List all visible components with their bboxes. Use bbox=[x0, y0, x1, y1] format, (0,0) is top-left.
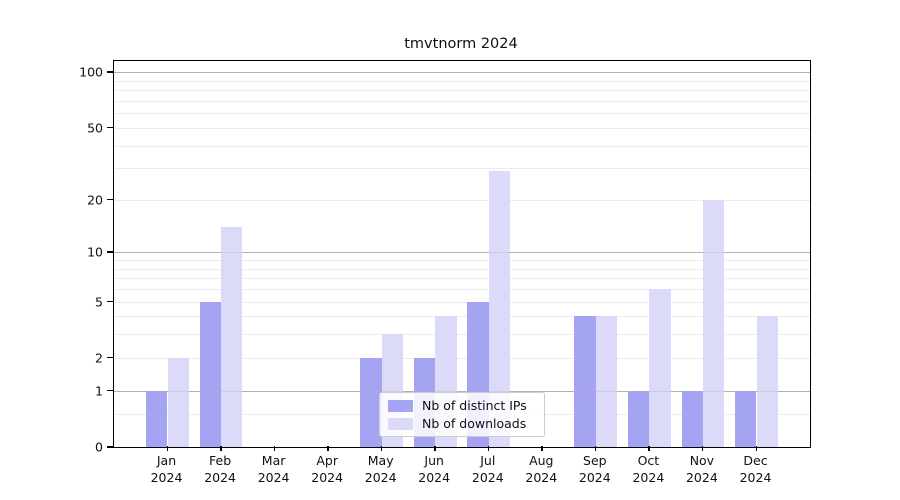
y-tick-label-5: 5 bbox=[95, 294, 103, 309]
x-tick-feb bbox=[220, 446, 222, 451]
x-tick-may bbox=[380, 446, 383, 451]
x-tick-label-jun: Jun 2024 bbox=[418, 453, 451, 485]
x-tick-jan bbox=[166, 446, 169, 451]
x-tick-nov bbox=[701, 446, 704, 451]
y-tick-label-10: 10 bbox=[87, 244, 103, 260]
gridline-6 bbox=[114, 289, 810, 290]
gridline-100 bbox=[114, 72, 810, 74]
y-tick-label-0: 0 bbox=[95, 439, 103, 455]
y-tick-2 bbox=[107, 356, 113, 359]
chart-title: tmvtnorm 2024 bbox=[404, 36, 518, 52]
bar-dec-distinct-ips bbox=[735, 390, 757, 447]
y-tick-label-20: 20 bbox=[87, 192, 103, 208]
gridline-80 bbox=[114, 90, 810, 92]
y-tick-20 bbox=[107, 198, 113, 201]
legend-swatch-icon bbox=[388, 399, 413, 412]
gridline-9 bbox=[114, 260, 810, 261]
bar-dec-downloads bbox=[756, 316, 778, 447]
gridline-90 bbox=[114, 80, 810, 82]
bar-jul-downloads bbox=[488, 170, 511, 447]
gridline-70 bbox=[114, 100, 810, 102]
y-tick-100 bbox=[107, 71, 113, 73]
x-tick-label-may: May 2024 bbox=[364, 453, 397, 485]
bar-sep-distinct-ips bbox=[574, 316, 596, 447]
x-tick-jul bbox=[487, 446, 490, 451]
x-tick-mar bbox=[273, 446, 276, 451]
bar-sep-downloads bbox=[595, 316, 618, 447]
gridline-10 bbox=[114, 252, 810, 254]
bar-oct-distinct-ips bbox=[628, 390, 650, 447]
bar-nov-distinct-ips bbox=[681, 390, 703, 447]
gridline-10 bbox=[114, 252, 810, 254]
gridline-8 bbox=[114, 268, 810, 270]
y-tick-label-2: 2 bbox=[95, 350, 103, 366]
x-tick-label-dec: Dec 2024 bbox=[739, 453, 772, 485]
gridline-4 bbox=[114, 316, 810, 318]
x-tick-label-apr: Apr 2024 bbox=[311, 453, 344, 485]
gridline-3 bbox=[114, 334, 810, 336]
x-tick-label-sep: Sep 2024 bbox=[578, 453, 611, 485]
y-tick-label-1: 1 bbox=[95, 383, 103, 399]
x-tick-label-nov: Nov 2024 bbox=[685, 453, 718, 485]
y-tick-5 bbox=[107, 300, 113, 303]
y-tick-1 bbox=[107, 389, 113, 392]
bar-jan-downloads bbox=[167, 357, 189, 447]
x-tick-label-mar: Mar 2024 bbox=[257, 453, 290, 485]
x-tick-label-oct: Oct 2024 bbox=[632, 453, 665, 485]
gridline-20 bbox=[114, 199, 810, 201]
gridline-30 bbox=[114, 168, 810, 170]
legend-label: Nb of distinct IPs bbox=[422, 398, 527, 413]
y-tick-0 bbox=[107, 446, 113, 448]
x-tick-label-aug: Aug 2024 bbox=[525, 453, 558, 485]
gridline-2 bbox=[114, 357, 810, 359]
gridline-50 bbox=[114, 127, 810, 129]
y-tick-label-100: 100 bbox=[79, 64, 103, 80]
x-tick-label-jan: Jan 2024 bbox=[150, 453, 183, 485]
bar-feb-distinct-ips bbox=[199, 301, 222, 447]
legend-label: Nb of downloads bbox=[422, 416, 527, 431]
x-tick-label-feb: Feb 2024 bbox=[204, 453, 236, 485]
bar-feb-downloads bbox=[221, 227, 243, 447]
legend-item-downloads: Nb of downloads bbox=[388, 416, 536, 431]
plot-area bbox=[113, 60, 811, 448]
y-tick-50 bbox=[107, 126, 113, 129]
y-tick-label-50: 50 bbox=[87, 120, 103, 136]
x-tick-sep bbox=[594, 446, 597, 451]
bar-nov-downloads bbox=[702, 199, 725, 447]
gridline-40 bbox=[114, 145, 810, 147]
legend-swatch-icon bbox=[388, 417, 413, 430]
bar-oct-downloads bbox=[649, 289, 671, 447]
legend: Nb of distinct IPs Nb of downloads bbox=[379, 392, 545, 437]
gridline-100 bbox=[114, 72, 810, 74]
x-tick-apr bbox=[327, 446, 329, 451]
legend-item-distinct-ips: Nb of distinct IPs bbox=[388, 398, 536, 413]
bar-jan-distinct-ips bbox=[146, 390, 168, 447]
x-tick-jun bbox=[434, 446, 436, 451]
gridline-60 bbox=[114, 113, 810, 115]
gridline-1 bbox=[114, 390, 810, 392]
x-tick-aug bbox=[541, 446, 543, 451]
y-tick-10 bbox=[107, 251, 113, 253]
x-tick-oct bbox=[648, 446, 650, 451]
x-tick-dec bbox=[755, 446, 758, 451]
x-tick-label-jul: Jul 2024 bbox=[471, 453, 504, 485]
gridline-1 bbox=[114, 390, 810, 392]
gridline-7 bbox=[114, 278, 810, 280]
gridline-5 bbox=[114, 301, 810, 303]
bar-may-distinct-ips bbox=[360, 357, 382, 447]
